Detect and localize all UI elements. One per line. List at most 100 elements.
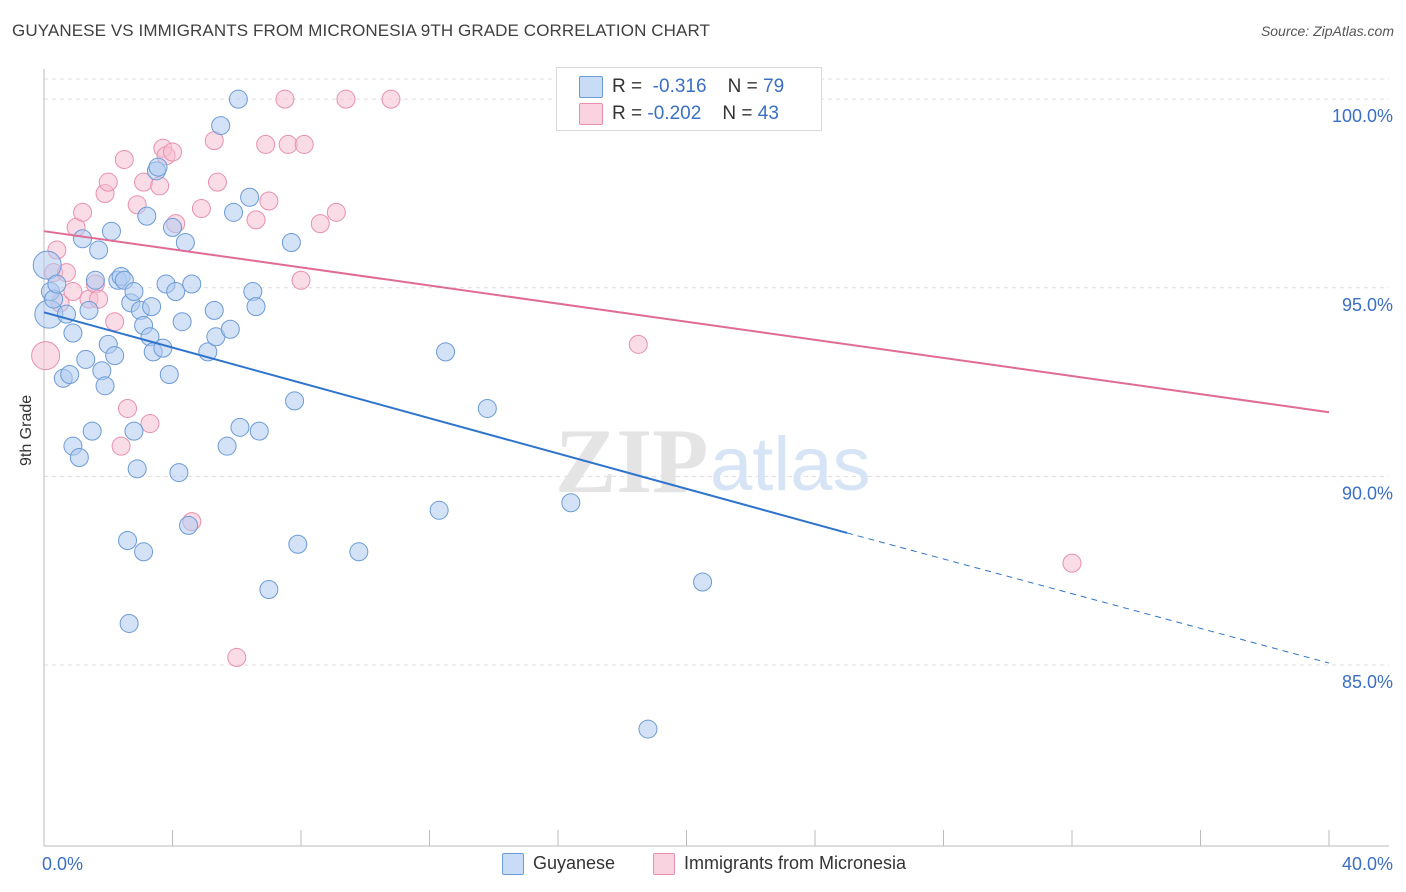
bottom-legend-swatch-micronesia bbox=[653, 853, 675, 875]
point-micronesia bbox=[336, 89, 356, 109]
point-guyanese bbox=[220, 319, 240, 339]
point-micronesia bbox=[291, 270, 311, 290]
point-guyanese bbox=[561, 493, 581, 513]
series-micronesia-points bbox=[31, 89, 1082, 667]
point-micronesia bbox=[326, 202, 346, 222]
point-guyanese bbox=[82, 421, 102, 441]
point-micronesia bbox=[207, 172, 227, 192]
point-micronesia bbox=[191, 199, 211, 219]
trendline-guyanese-extension bbox=[846, 532, 1330, 664]
point-guyanese bbox=[169, 463, 189, 483]
point-guyanese bbox=[477, 398, 497, 418]
point-guyanese bbox=[288, 534, 308, 554]
tick-labels: 85.0% 90.0% 95.0% 100.0% 0.0% 40.0% bbox=[42, 106, 1393, 874]
point-guyanese bbox=[638, 719, 658, 739]
bottom-legend-swatch-guyanese bbox=[502, 853, 524, 875]
point-micronesia bbox=[381, 89, 401, 109]
watermark: ZIP atlas bbox=[555, 410, 871, 512]
watermark-atlas: atlas bbox=[710, 422, 871, 507]
trend-lines bbox=[43, 230, 1330, 664]
point-guyanese bbox=[693, 572, 713, 592]
y-tick-label: 95.0% bbox=[1342, 295, 1393, 315]
legend-r-label: R = bbox=[612, 76, 643, 97]
point-guyanese bbox=[127, 459, 147, 479]
point-micronesia bbox=[98, 172, 118, 192]
legend-n-label: N = bbox=[727, 76, 758, 97]
point-micronesia bbox=[278, 134, 298, 154]
y-tick-label: 85.0% bbox=[1342, 672, 1393, 692]
trendline-micronesia bbox=[43, 230, 1330, 414]
point-micronesia bbox=[63, 282, 83, 302]
point-guyanese bbox=[349, 542, 369, 562]
point-guyanese bbox=[281, 233, 301, 253]
bottom-legend-label-guyanese: Guyanese bbox=[533, 853, 616, 873]
point-guyanese bbox=[179, 515, 199, 535]
point-micronesia bbox=[105, 312, 125, 332]
correlation-legend: R = -0.316 N = 79 R = -0.202 N = 43 bbox=[556, 67, 822, 131]
point-guyanese bbox=[159, 365, 179, 385]
point-guyanese bbox=[240, 187, 260, 207]
point-guyanese bbox=[228, 89, 248, 109]
point-micronesia bbox=[310, 214, 330, 234]
point-guyanese bbox=[79, 300, 99, 320]
point-guyanese bbox=[204, 300, 224, 320]
point-guyanese bbox=[101, 221, 121, 241]
point-guyanese bbox=[224, 202, 244, 222]
point-guyanese bbox=[63, 323, 83, 343]
point-guyanese bbox=[211, 116, 231, 136]
point-guyanese bbox=[249, 421, 269, 441]
point-micronesia bbox=[259, 191, 279, 211]
legend-n-label: N = bbox=[722, 103, 753, 124]
point-guyanese bbox=[32, 250, 62, 280]
watermark-zip: ZIP bbox=[555, 410, 708, 512]
legend-r-label: R = bbox=[612, 103, 643, 124]
legend-r-value-guyanese: -0.316 bbox=[652, 76, 707, 97]
point-guyanese bbox=[95, 376, 115, 396]
point-guyanese bbox=[230, 417, 250, 437]
point-micronesia bbox=[275, 89, 295, 109]
y-tick-label: 100.0% bbox=[1332, 106, 1393, 126]
point-guyanese bbox=[166, 282, 186, 302]
point-micronesia bbox=[114, 150, 134, 170]
point-guyanese bbox=[60, 365, 80, 385]
y-tick-label: 90.0% bbox=[1342, 483, 1393, 503]
point-guyanese bbox=[124, 421, 144, 441]
point-guyanese bbox=[73, 229, 93, 249]
point-micronesia bbox=[1062, 553, 1082, 573]
y-axis-label: 9th Grade bbox=[18, 394, 35, 466]
point-micronesia bbox=[628, 334, 648, 354]
point-guyanese bbox=[175, 233, 195, 253]
point-guyanese bbox=[182, 274, 202, 294]
x-tick-label: 40.0% bbox=[1342, 854, 1393, 874]
legend-swatch-micronesia bbox=[579, 103, 603, 125]
source-label: Source: ZipAtlas.com bbox=[1260, 23, 1394, 39]
legend-r-value-micronesia: -0.202 bbox=[647, 103, 702, 124]
axes bbox=[43, 69, 1389, 847]
point-micronesia bbox=[163, 142, 182, 162]
point-guyanese bbox=[429, 500, 449, 520]
point-micronesia bbox=[118, 398, 138, 418]
point-guyanese bbox=[89, 240, 109, 260]
point-micronesia bbox=[73, 202, 93, 222]
point-guyanese bbox=[118, 530, 138, 550]
point-micronesia bbox=[140, 414, 160, 434]
point-guyanese bbox=[134, 542, 154, 562]
point-guyanese bbox=[119, 613, 139, 633]
point-guyanese bbox=[137, 206, 157, 226]
point-guyanese bbox=[47, 274, 67, 294]
point-guyanese bbox=[69, 448, 89, 467]
chart-title: GUYANESE VS IMMIGRANTS FROM MICRONESIA 9… bbox=[12, 21, 711, 40]
gridlines bbox=[44, 78, 1389, 666]
point-micronesia bbox=[256, 134, 276, 154]
point-guyanese bbox=[285, 391, 305, 411]
point-guyanese bbox=[436, 342, 456, 362]
point-guyanese bbox=[163, 217, 182, 237]
x-tick-label: 0.0% bbox=[42, 854, 83, 874]
point-guyanese bbox=[85, 270, 105, 290]
point-micronesia bbox=[294, 134, 314, 154]
legend-swatch-guyanese bbox=[579, 76, 603, 98]
point-micronesia bbox=[31, 341, 61, 371]
point-guyanese bbox=[76, 349, 96, 369]
point-guyanese bbox=[148, 157, 168, 177]
